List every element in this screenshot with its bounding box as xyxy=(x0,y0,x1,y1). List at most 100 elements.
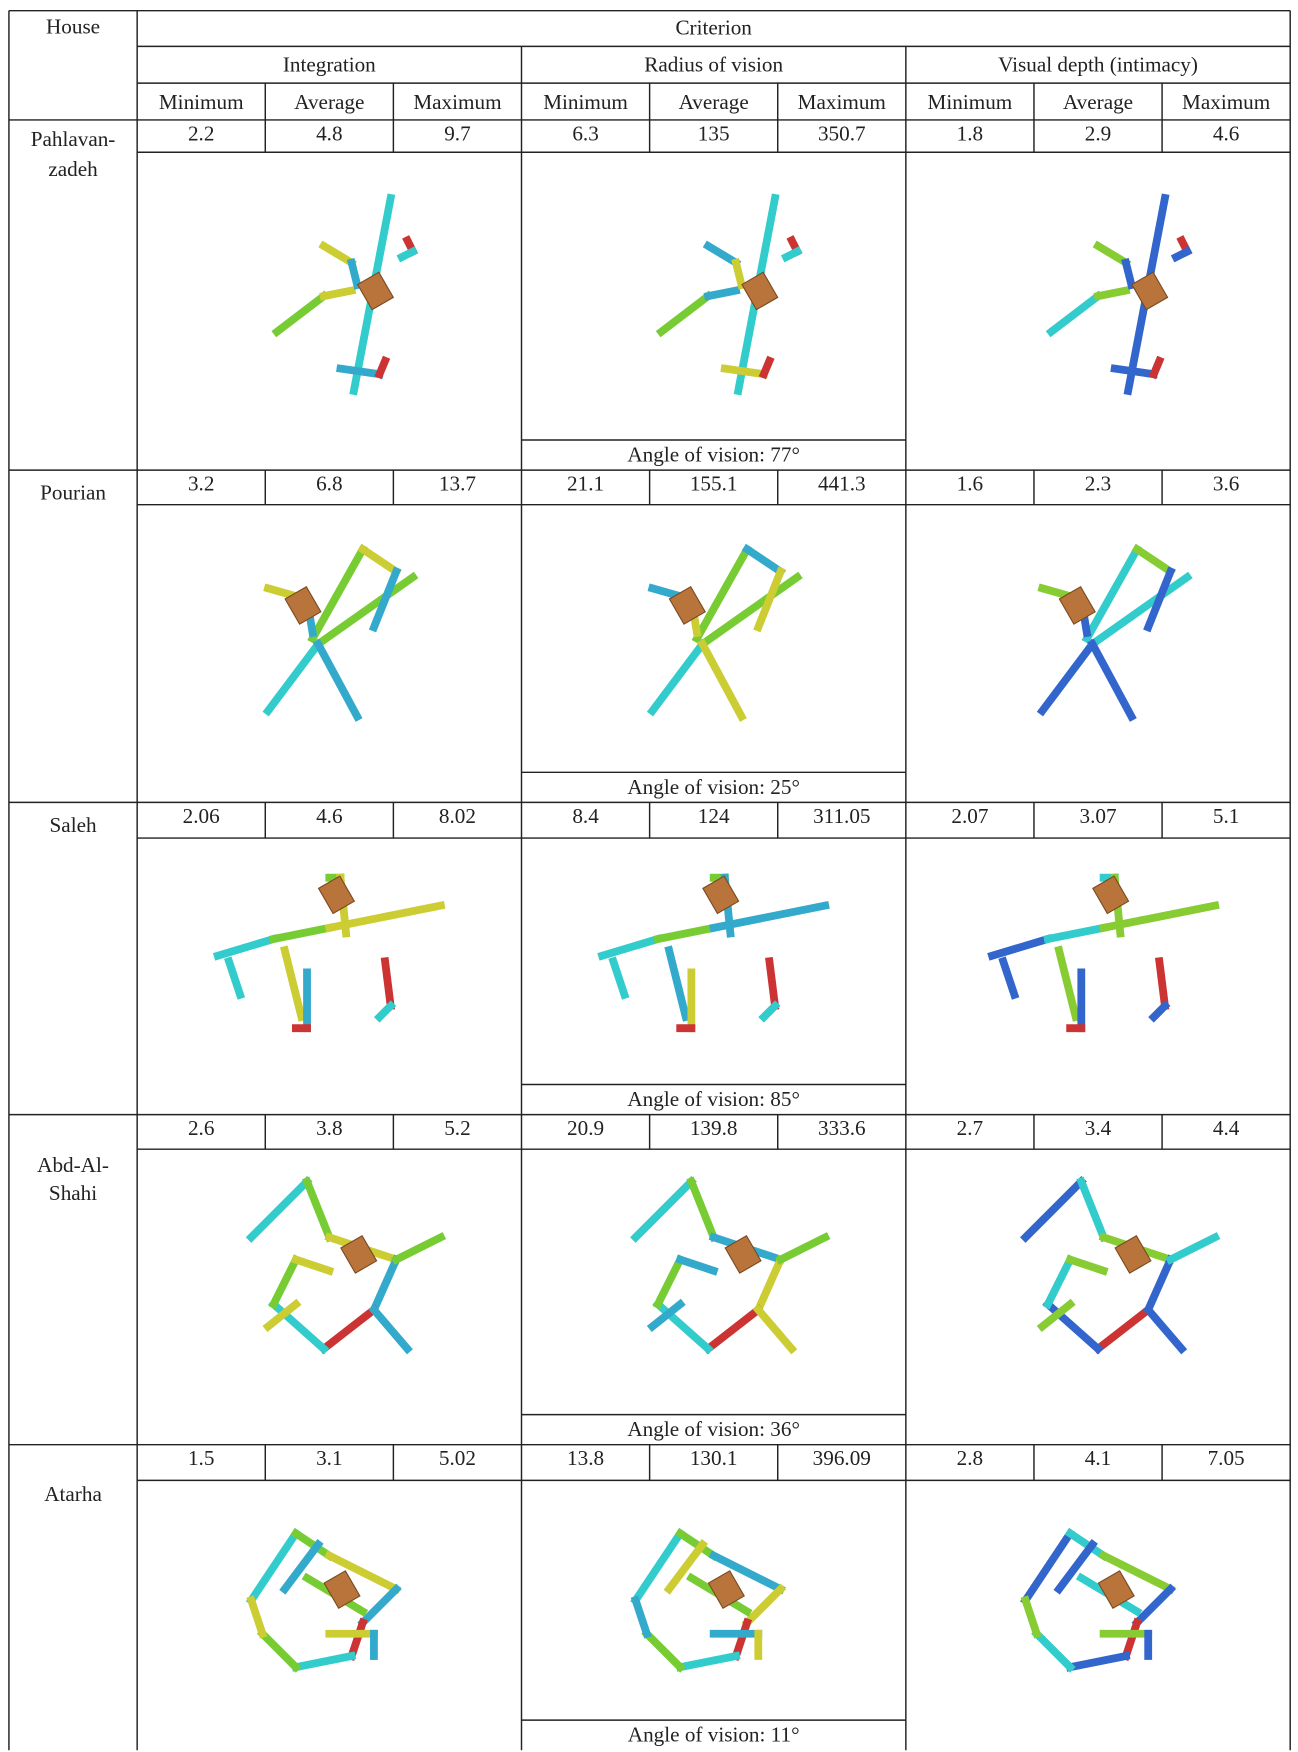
cell-value: 2.6 xyxy=(188,1116,214,1140)
cell-value: 333.6 xyxy=(818,1116,866,1140)
cell-value: 13.8 xyxy=(567,1446,604,1470)
cell-value: 20.9 xyxy=(567,1116,604,1140)
plan-segment xyxy=(324,1550,402,1595)
house-name: Shahi xyxy=(49,1181,97,1205)
plan-segment xyxy=(646,1298,686,1332)
plan-segment xyxy=(1054,945,1081,1022)
plan-segment xyxy=(224,956,246,1000)
cell-value: 130.1 xyxy=(690,1446,738,1470)
plan-segment xyxy=(664,945,691,1022)
plan-segment xyxy=(307,543,369,644)
plan-segment xyxy=(1148,1000,1171,1023)
plan-segment xyxy=(675,1651,741,1672)
plan-segment xyxy=(597,934,663,961)
plan-segment xyxy=(1120,1617,1142,1661)
plan-room xyxy=(340,1234,378,1274)
header-criterion: Criterion xyxy=(675,15,752,39)
cell-value: 7.05 xyxy=(1208,1446,1245,1470)
cell-value: 311.05 xyxy=(813,804,870,828)
sub-header: Average xyxy=(294,90,364,114)
plan-segment xyxy=(1154,956,1170,1011)
plan-segment xyxy=(691,543,753,644)
plan-segment xyxy=(641,1628,686,1673)
plan-segment xyxy=(268,1298,330,1355)
plan-segment xyxy=(1081,543,1143,644)
sub-header: Minimum xyxy=(543,90,628,114)
cell-value: 139.8 xyxy=(690,1116,738,1140)
plan-segment xyxy=(1165,1232,1221,1265)
plan-segment xyxy=(741,1583,787,1629)
cell-value: 155.1 xyxy=(690,472,738,496)
plan-segment xyxy=(1020,1176,1087,1243)
plan-segment xyxy=(357,1583,402,1629)
plan-segment xyxy=(652,1298,714,1355)
plan-segment xyxy=(753,566,786,633)
plan-segment xyxy=(357,543,402,577)
plan-segment xyxy=(346,1617,368,1661)
cell-value: 4.8 xyxy=(316,121,342,145)
plan-segment xyxy=(731,1617,753,1661)
cell-value: 4.4 xyxy=(1213,1116,1240,1140)
plan-segment xyxy=(630,1595,652,1639)
plan-segment xyxy=(1036,638,1098,717)
sub-header: Minimum xyxy=(928,90,1013,114)
plan-room xyxy=(1092,875,1130,915)
plan-segment xyxy=(686,1176,719,1243)
cell-value: 8.4 xyxy=(572,804,599,828)
house-name: Abd-Al- xyxy=(37,1153,109,1177)
plan-segment xyxy=(708,1550,786,1595)
plan-segment xyxy=(1031,1628,1076,1673)
plan-segment xyxy=(758,1000,781,1023)
cell-value: 2.9 xyxy=(1085,121,1111,145)
cell-value: 4.6 xyxy=(316,804,342,828)
plan-segment xyxy=(391,1232,447,1265)
plan-segment xyxy=(758,355,775,380)
group-header: Integration xyxy=(283,52,376,76)
plan-segment xyxy=(1143,1254,1176,1315)
plan-segment xyxy=(1087,638,1137,722)
cell-value: 6.3 xyxy=(572,121,598,145)
plan-segment xyxy=(368,1304,413,1355)
plan-segment xyxy=(998,956,1020,1000)
house-name: Pahlavan- xyxy=(31,127,116,151)
plan-segment xyxy=(1053,1539,1098,1595)
plan-segment xyxy=(775,1232,831,1265)
sub-header: Average xyxy=(1063,90,1133,114)
sub-header: Minimum xyxy=(159,90,244,114)
plan-segment xyxy=(702,1304,764,1355)
sub-header: Maximum xyxy=(413,90,502,114)
plan-segment xyxy=(290,1254,335,1276)
plan-segment xyxy=(373,1000,397,1023)
plan-room xyxy=(317,875,356,915)
plan-segment xyxy=(652,1254,686,1310)
plan-segment xyxy=(396,246,419,263)
plan-segment xyxy=(663,1539,708,1595)
plan-segment xyxy=(1076,1176,1109,1243)
plan-segment xyxy=(279,1539,324,1595)
plan-segment xyxy=(752,1304,798,1355)
cell-value: 1.6 xyxy=(957,472,983,496)
plan-segment xyxy=(319,285,357,301)
plan-segment xyxy=(268,1254,302,1310)
plan-segment xyxy=(1065,1254,1109,1276)
house-name: Atarha xyxy=(44,1482,102,1506)
cell-value: 4.1 xyxy=(1085,1446,1111,1470)
cell-value: 2.8 xyxy=(957,1446,983,1470)
plan-segment xyxy=(262,638,324,717)
plan-room xyxy=(707,1570,745,1609)
plan-segment xyxy=(703,285,741,301)
cell-value: 3.1 xyxy=(316,1446,342,1470)
plan-segment xyxy=(1042,1254,1076,1310)
plan-room xyxy=(741,271,779,311)
plan-segment xyxy=(290,1527,335,1562)
house-name: zadeh xyxy=(48,157,98,181)
sub-header: Maximum xyxy=(1182,90,1271,114)
cell-value: 21.1 xyxy=(567,472,604,496)
plan-segment xyxy=(1036,1298,1076,1332)
plan-segment xyxy=(720,364,769,379)
sub-header: Maximum xyxy=(798,90,887,114)
cell-value: 5.2 xyxy=(444,1116,470,1140)
plan-segment xyxy=(246,1595,268,1639)
plan-segment xyxy=(1131,543,1176,577)
